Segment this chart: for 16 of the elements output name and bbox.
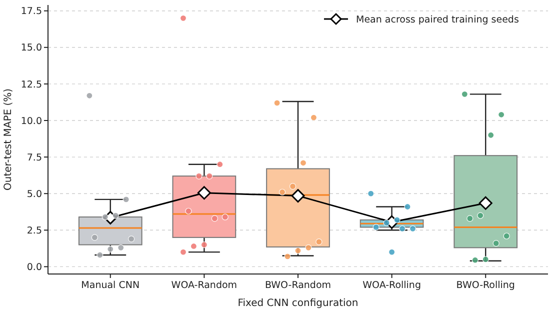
x-tick-label: WOA-Random [171, 280, 238, 291]
y-axis-title: Outer-test MAPE (%) [3, 88, 14, 191]
y-tick-label: 7.5 [26, 152, 42, 164]
x-tick-label: WOA-Rolling [362, 280, 422, 291]
y-tick-label: 2.5 [26, 225, 42, 236]
y-tick-label: 5.0 [26, 188, 42, 200]
y-tick-label: 0.0 [26, 262, 42, 274]
x-axis-title: Fixed CNN configuration [238, 298, 358, 309]
y-tick-label: 17.5 [20, 6, 42, 18]
y-tick-label: 15.0 [20, 42, 42, 54]
x-tick-label: BWO-Rolling [456, 280, 515, 291]
x-tick-label: BWO-Random [264, 280, 332, 291]
legend-label: Mean across paired training seeds [356, 14, 519, 26]
y-tick-label: 12.5 [20, 79, 42, 90]
y-tick-label: 10.0 [20, 116, 42, 127]
x-tick-label: Manual CNN [81, 280, 140, 291]
